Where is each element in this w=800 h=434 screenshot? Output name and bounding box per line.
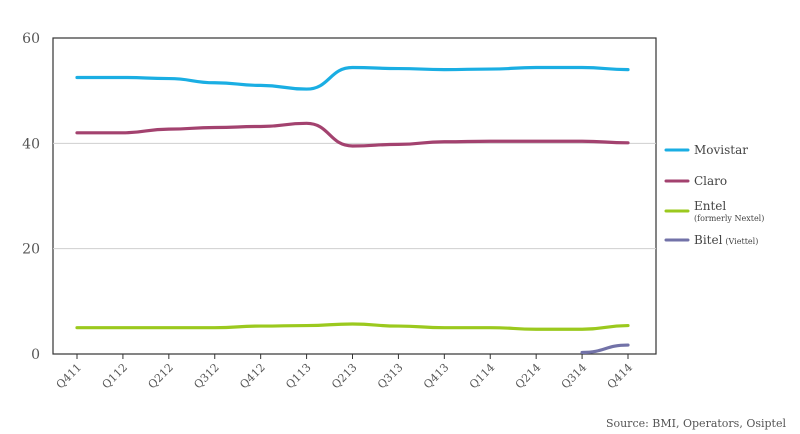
series-line-entel: [75, 322, 630, 331]
series-line-movistar: [75, 65, 630, 91]
x-tick-label: Q312: [191, 361, 221, 391]
x-tick-label: Q413: [421, 361, 451, 391]
x-tick-label: Q314: [559, 361, 589, 391]
legend-sublabel: (Viettel): [725, 237, 758, 246]
plot-frame: [52, 37, 657, 355]
x-tick-label: Q112: [100, 361, 130, 391]
legend-label-claro: Claro: [694, 174, 727, 188]
y-axis-ticks: 0 20 40 60: [22, 31, 40, 363]
y-tick-label: 60: [22, 31, 40, 47]
series-line-bitel: [580, 343, 630, 355]
series-lines: [75, 65, 630, 355]
x-axis-ticks: Q411 Q112 Q212 Q312 Q412 Q113 Q213 Q313 Q413 Q114…: [54, 354, 635, 391]
x-tick-label: Q411: [54, 361, 84, 391]
legend-sublabel: (formerly Nextel): [694, 214, 764, 223]
x-tick-label: Q313: [375, 361, 405, 391]
series-line-claro: [75, 121, 630, 148]
legend-label-movistar: Movistar: [694, 143, 748, 157]
x-tick-label: Q113: [283, 361, 313, 391]
y-tick-label: 20: [22, 242, 40, 258]
y-tick-label: 0: [31, 347, 40, 363]
x-tick-label: Q214: [513, 361, 543, 391]
x-tick-label: Q213: [329, 361, 359, 391]
gridlines: [52, 37, 657, 355]
legend-label-entel: Entel: [694, 199, 726, 213]
x-tick-label: Q114: [467, 361, 497, 391]
x-tick-label: Q412: [237, 361, 267, 391]
y-tick-label: 40: [22, 136, 40, 152]
x-tick-label: Q414: [605, 361, 635, 391]
x-tick-label: Q212: [146, 361, 176, 391]
legend: Movistar Claro Entel(formerly Nextel) Bitel…: [664, 143, 764, 247]
legend-label-bitel: Bitel (Viettel): [694, 233, 758, 247]
source-note: Source: BMI, Operators, Osiptel: [605, 417, 786, 430]
